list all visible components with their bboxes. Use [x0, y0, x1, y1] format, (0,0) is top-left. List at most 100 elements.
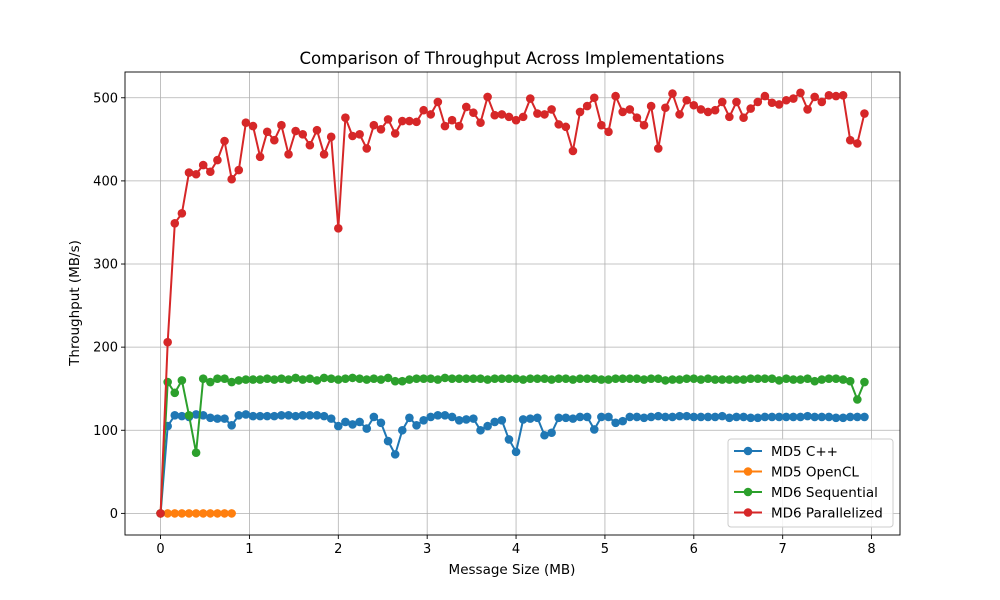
data-point-md5-c-: [689, 412, 699, 422]
legend: MD5 C++ MD5 OpenCL MD6 Sequential MD6 Paral…: [727, 438, 894, 528]
data-point-md6-parallelized: [355, 130, 364, 139]
data-point-md5-c-: [483, 421, 492, 431]
data-point-md6-parallelized: [525, 94, 535, 103]
data-point-md5-opencl: [213, 509, 222, 518]
data-point-md5-c-: [653, 411, 663, 421]
data-point-md6-sequential: [362, 375, 372, 384]
data-point-md6-sequential: [163, 377, 172, 387]
data-point-md6-parallelized: [476, 118, 485, 128]
data-point-md5-c-: [646, 412, 656, 422]
data-point-md6-sequential: [483, 375, 492, 384]
data-point-md6-sequential: [561, 374, 571, 384]
data-point-md5-opencl: [177, 509, 187, 518]
data-point-md6-sequential: [853, 395, 862, 404]
data-point-md6-parallelized: [547, 105, 556, 114]
data-point-md5-c-: [582, 412, 592, 422]
data-point-md5-c-: [198, 411, 208, 420]
data-point-md6-parallelized: [732, 97, 741, 107]
data-point-md6-sequential: [412, 374, 421, 384]
x-tick-label: 2: [334, 542, 342, 557]
data-point-md6-parallelized: [675, 110, 684, 119]
data-point-md6-sequential: [525, 374, 535, 384]
data-point-md6-sequential: [703, 374, 713, 384]
legend-label: MD6 Parallelized: [771, 506, 883, 522]
data-point-md6-sequential: [454, 374, 464, 384]
data-point-md6-sequential: [533, 374, 542, 384]
data-point-md6-parallelized: [739, 113, 748, 123]
data-point-md6-sequential: [461, 374, 471, 384]
x-axis-label: Message Size (MB): [449, 562, 576, 578]
data-point-md6-parallelized: [198, 160, 208, 170]
data-point-md5-c-: [518, 415, 528, 424]
data-point-md6-parallelized: [824, 90, 834, 100]
data-point-md5-c-: [454, 415, 464, 425]
x-tick-label: 5: [601, 542, 609, 557]
ticks: 0 1 2 3 4 5 6 7 8 0 100 200 300 400 500: [93, 91, 876, 557]
chart-title: Comparison of Throughput Across Implemen…: [300, 49, 725, 68]
data-point-md6-sequential: [440, 373, 450, 383]
data-point-md6-parallelized: [433, 97, 443, 107]
data-point-md5-c-: [469, 414, 478, 423]
data-point-md6-parallelized: [575, 107, 585, 117]
data-point-md6-sequential: [177, 376, 187, 385]
data-point-md5-c-: [326, 414, 336, 423]
data-point-md5-c-: [405, 413, 414, 423]
data-point-md6-parallelized: [213, 155, 222, 165]
data-point-md6-parallelized: [682, 95, 691, 105]
data-point-md6-sequential: [270, 375, 279, 384]
data-point-md5-c-: [803, 411, 812, 421]
data-point-md6-sequential: [604, 375, 613, 384]
data-point-md6-sequential: [675, 375, 684, 384]
data-point-md5-c-: [341, 417, 350, 427]
data-point-md6-sequential: [291, 373, 300, 383]
data-point-md5-c-: [177, 411, 187, 421]
data-point-md5-c-: [668, 412, 677, 422]
data-point-md6-sequential: [774, 376, 784, 385]
data-point-md5-c-: [511, 447, 521, 457]
data-point-md6-parallelized: [653, 144, 663, 153]
data-point-md6-parallelized: [796, 88, 805, 98]
data-point-md6-parallelized: [206, 167, 215, 177]
data-point-md6-sequential: [305, 374, 315, 384]
data-point-md6-sequential: [206, 377, 215, 387]
data-point-md5-c-: [334, 421, 343, 431]
data-point-md6-parallelized: [369, 120, 379, 130]
data-point-md6-parallelized: [426, 110, 436, 119]
data-point-md5-c-: [639, 413, 649, 423]
data-point-md6-sequential: [419, 374, 428, 384]
data-point-md6-sequential: [383, 373, 393, 383]
legend-label: MD6 Sequential: [771, 485, 878, 501]
x-tick-label: 4: [512, 542, 520, 557]
data-point-md6-sequential: [213, 374, 222, 384]
data-point-md6-sequential: [376, 375, 386, 384]
data-point-md6-parallelized: [220, 136, 229, 146]
data-point-md5-opencl: [191, 509, 201, 518]
data-point-md6-parallelized: [540, 110, 549, 119]
data-point-md6-sequential: [739, 375, 748, 384]
data-point-md6-sequential: [618, 374, 628, 384]
data-point-md6-sequential: [334, 375, 343, 384]
data-point-md6-sequential: [831, 374, 841, 384]
x-tick-label: 7: [779, 542, 787, 557]
data-point-md6-parallelized: [454, 121, 464, 131]
legend-marker: [743, 508, 753, 517]
data-point-md6-sequential: [817, 375, 827, 384]
data-point-md6-sequential: [326, 374, 336, 384]
data-point-md6-parallelized: [760, 91, 770, 101]
data-point-md5-c-: [860, 412, 869, 422]
data-point-md6-sequential: [518, 375, 528, 384]
x-tick-label: 0: [156, 542, 164, 557]
data-point-md6-sequential: [653, 374, 663, 384]
series-md6-parallelized: [156, 88, 869, 518]
data-point-md5-c-: [547, 428, 556, 438]
data-point-md5-c-: [447, 412, 457, 422]
data-point-md6-parallelized: [518, 112, 528, 122]
data-point-md6-sequential: [234, 376, 244, 385]
data-point-md6-sequential: [860, 377, 869, 387]
data-point-md5-c-: [717, 411, 727, 421]
data-point-md6-parallelized: [668, 89, 677, 98]
data-point-md6-parallelized: [511, 115, 521, 125]
data-point-md6-sequential: [732, 375, 741, 384]
data-point-md5-c-: [632, 412, 642, 422]
data-point-md6-parallelized: [348, 131, 357, 141]
